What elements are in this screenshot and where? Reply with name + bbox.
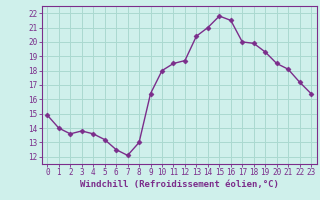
X-axis label: Windchill (Refroidissement éolien,°C): Windchill (Refroidissement éolien,°C) — [80, 180, 279, 189]
